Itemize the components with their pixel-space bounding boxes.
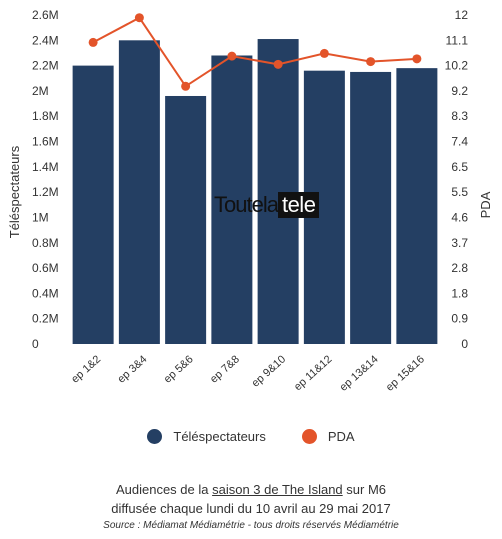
bar-1[interactable] [72,65,114,344]
left-axis-ticks: 0 0.2M 0.4M 0.6M 0.8M 1M 1.2M 1.4M 1.6M 1.8M 2M 2.2… [32,8,59,351]
y-tick-label: 2M [32,84,49,98]
bar-8[interactable] [396,68,438,345]
caption-line-2: diffusée chaque lundi du 10 avril au 29 … [111,501,391,516]
pda-point-1[interactable] [88,37,98,47]
y2-tick-label: 6.5 [451,160,468,174]
y2-tick-label: 1.8 [451,286,468,300]
y2-tick-label: 10.2 [445,59,469,73]
category-label: ep 13&14 [338,353,381,393]
y-tick-label: 2.2M [32,59,59,73]
caption-text: Audiences de la [115,482,213,497]
y-tick-label: 2.4M [32,33,59,47]
y2-tick-label: 2.8 [451,261,468,275]
right-axis-ticks: 0 0.9 1.8 2.8 3.7 4.6 5.5 6.5 7.4 8.3 9.2 10.2 11.1 1… [445,8,469,351]
line-series [88,13,422,91]
legend-item-telespectateurs[interactable]: Téléspectateurs [147,429,266,444]
legend-dot-icon [301,429,317,444]
category-label: ep 3&4 [115,353,149,385]
pda-point-6[interactable] [319,48,329,58]
category-label: ep 1&2 [69,353,103,385]
y-tick-label: 0.4M [32,286,59,300]
bar-5[interactable] [257,39,299,345]
category-label: ep 9&10 [250,353,288,389]
y2-tick-label: 11.1 [446,33,469,47]
caption-link[interactable]: saison 3 de The Island [212,482,343,497]
chart-area: 0 0.2M 0.4M 0.6M 0.8M 1M 1.2M 1.4M 1.6M 1.8M 2M 2.2… [7,8,493,394]
y-tick-label: 1.2M [32,185,59,199]
y2-tick-label: 0 [461,337,468,351]
legend-label: Téléspectateurs [173,429,266,444]
y2-tick-label: 0.9 [451,312,468,326]
pda-point-5[interactable] [273,59,283,69]
pda-point-8[interactable] [412,54,422,64]
chart-caption: Audiences de la saison 3 de The Island s… [0,480,502,518]
watermark-text-1: Toutela [214,192,279,217]
caption-text: sur M6 [342,482,387,497]
watermark-text-2: tele [277,192,320,218]
bar-7[interactable] [350,71,392,344]
y2-tick-label: 5.5 [451,185,468,199]
watermark-logo: Toutela tele [214,192,320,218]
bar-series [72,39,438,345]
pda-point-2[interactable] [134,13,144,23]
bar-4[interactable] [211,55,253,344]
y-tick-label: 1.8M [32,109,59,123]
category-labels: ep 1&2 ep 3&4 ep 5&6 ep 7&8 ep 9&10 ep 11&12 e… [69,353,427,393]
y-tick-label: 0 [32,337,39,351]
category-label: ep 15&16 [384,353,427,393]
pda-point-7[interactable] [366,57,376,67]
source-note: Source : Médiamat Médiamétrie - tous dro… [103,520,399,531]
y-tick-label: 1M [32,210,49,224]
y-tick-label: 1.6M [32,135,59,149]
legend-item-pda[interactable]: PDA [301,429,355,444]
category-label: ep 5&6 [162,353,196,385]
bar-2[interactable] [118,40,160,345]
y-tick-label: 1.4M [32,160,59,174]
legend-dot-icon [147,429,163,444]
legend: Téléspectateurs PDA [0,429,502,444]
y2-tick-label: 12 [455,8,469,22]
y-tick-label: 0.2M [32,312,59,326]
category-label: ep 11&12 [292,353,334,393]
y2-axis-title: PDA [478,191,493,218]
y-axis-title: Téléspectateurs [7,145,22,238]
y2-tick-label: 7.4 [451,135,468,149]
pda-point-3[interactable] [181,81,191,91]
y-tick-label: 0.6M [32,261,59,275]
y-tick-label: 0.8M [32,236,59,250]
pda-line [92,16,417,88]
category-label: ep 7&8 [208,353,242,385]
bar-3[interactable] [165,95,207,344]
y-tick-label: 2.6M [32,8,59,22]
pda-point-4[interactable] [227,51,237,61]
y2-tick-label: 4.6 [451,210,468,224]
legend-label: PDA [327,429,355,444]
y2-tick-label: 3.7 [451,236,468,250]
y2-tick-label: 9.2 [451,84,468,98]
y2-tick-label: 8.3 [451,109,468,123]
